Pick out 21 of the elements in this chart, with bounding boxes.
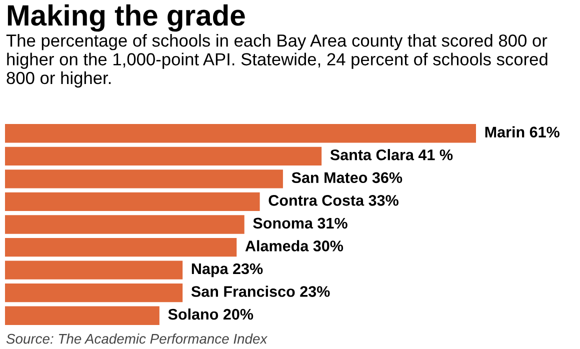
chart-subtitle: The percentage of schools in each Bay Area county that scored 800 or higher on the 1,000-point API. Statewide, 24 percent of schools scored 800 or higher. — [6, 34, 548, 88]
data-label: Alameda 30% — [245, 240, 344, 252]
data-label: Sonoma 31% — [253, 218, 348, 229]
bar — [5, 215, 244, 234]
data-label: Santa Clara 41 % — [330, 149, 453, 160]
bar — [5, 146, 322, 166]
bar — [5, 260, 183, 280]
bar — [5, 306, 160, 325]
bar — [5, 170, 283, 188]
data-label: Solano 20% — [168, 308, 254, 320]
bar — [5, 124, 476, 143]
bar — [5, 238, 237, 257]
bar — [5, 192, 260, 212]
data-label: Napa 23% — [192, 263, 263, 278]
data-label: San Mateo 36% — [292, 172, 402, 184]
data-label: Marin 61% — [485, 126, 560, 138]
source-note: Source: The Academic Performance Index — [6, 334, 268, 344]
data-label: Contra Costa 33% — [268, 195, 398, 206]
chart-title: Making the grade — [8, 4, 245, 32]
bar — [5, 283, 183, 302]
data-label: San Francisco 23% — [191, 286, 330, 297]
